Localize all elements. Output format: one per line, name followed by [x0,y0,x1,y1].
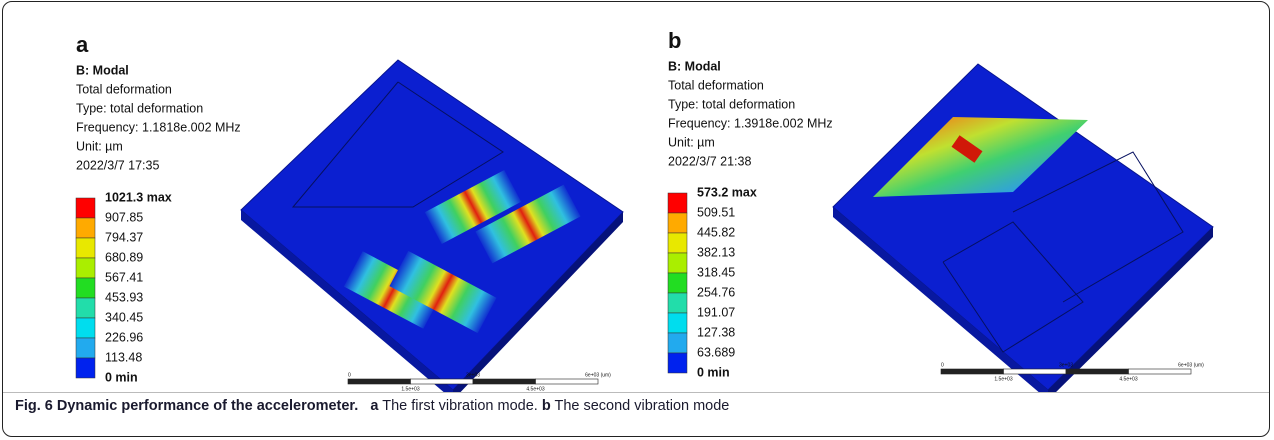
legend-swatch [667,272,688,294]
panel-title: B: Modal [76,63,129,77]
info-line: 2022/3/7 17:35 [76,158,159,172]
scale-bar-segment [1128,368,1192,375]
scale-bar-label: 6e+03 (um) [585,372,611,378]
legend-swatch [75,317,96,339]
scale-bar-label: 1.5e+03 [401,386,419,392]
legend-swatch [75,197,96,219]
legend-swatch [75,357,96,379]
legend-swatch [667,352,688,374]
legend-label: 0 min [697,365,730,379]
legend-label: 113.48 [105,350,142,364]
scale-bar-label: 6e+03 (um) [1178,362,1204,368]
legend-label: 191.07 [697,305,735,319]
info-line: Total deformation [76,82,172,96]
legend-label: 254.76 [697,285,735,299]
scale-bar-segment [535,378,599,385]
scale-bar-label: 4.5e+03 [1119,376,1137,382]
fea-render-a [240,59,624,400]
info-line: Unit: µm [76,139,123,153]
info-line: Type: total deformation [668,97,795,111]
panel-label: a [76,32,89,57]
legend-label: 340.45 [105,310,143,324]
scale-bar-label: 3e+03 [466,372,480,378]
legend-label: 445.82 [697,225,735,239]
legend-swatch [75,217,96,239]
legend-swatch [667,332,688,354]
info-line: 2022/3/7 21:38 [668,154,751,168]
info-line: Total deformation [668,78,764,92]
legend-label: 382.13 [697,245,735,259]
info-line: Type: total deformation [76,101,203,115]
info-line: Frequency: 1.3918e.002 MHz [668,116,833,130]
legend-swatch [75,237,96,259]
caption-text: The second vibration mode [554,398,730,414]
legend-swatch [75,297,96,319]
info-line: Unit: µm [668,135,715,149]
scale-bar-label: 4.5e+03 [526,386,544,392]
scale-bar-segment [1065,368,1129,375]
scale-bar-segment [940,368,1004,375]
legend-label: 226.96 [105,330,143,344]
caption: Fig. 6 Dynamic performance of the accele… [15,398,729,414]
legend-label: 907.85 [105,210,143,224]
scale-bar-label: 0 [348,372,351,378]
legend-label: 680.89 [105,250,143,264]
scale-bar-label: 1.5e+03 [994,376,1012,382]
legend-swatch [75,257,96,279]
legend-label: 567.41 [105,270,143,284]
scale-bar-segment [1003,368,1067,375]
caption-label: b [541,398,551,414]
scale-bar-label: 0 [941,362,944,368]
panel-label: b [668,28,681,53]
scale-bar-segment [347,378,411,385]
scale-bar-label: 3e+03 [1059,362,1073,368]
caption-title: Fig. 6 Dynamic performance of the accele… [15,398,359,414]
legend-label: 509.51 [697,205,735,219]
legend-label: 318.45 [697,265,735,279]
legend-swatch [75,277,96,299]
legend-swatch [667,252,688,274]
legend-label: 63.689 [697,345,735,359]
separator [3,392,1269,393]
legend-swatch [75,337,96,359]
legend-label: 1021.3 max [105,190,172,204]
legend-swatch [667,232,688,254]
legend-swatch [667,292,688,314]
caption-text: The first vibration mode. [382,398,538,414]
legend-swatch [667,312,688,334]
legend-label: 573.2 max [697,185,757,199]
legend-label: 453.93 [105,290,143,304]
legend-label: 127.38 [697,325,735,339]
info-line: Frequency: 1.1818e.002 MHz [76,120,241,134]
legend-label: 794.37 [105,230,143,244]
fea-render-b [832,63,1214,400]
legend-label: 0 min [105,370,138,384]
legend-swatch [667,212,688,234]
legend-swatch [667,192,688,214]
caption-label: a [370,398,379,414]
scale-bar-segment [410,378,474,385]
scale-bar-segment [472,378,536,385]
figure-graphics: a B: Modal Total deformation Type: total de… [75,28,1214,400]
panel-title: B: Modal [668,59,721,73]
